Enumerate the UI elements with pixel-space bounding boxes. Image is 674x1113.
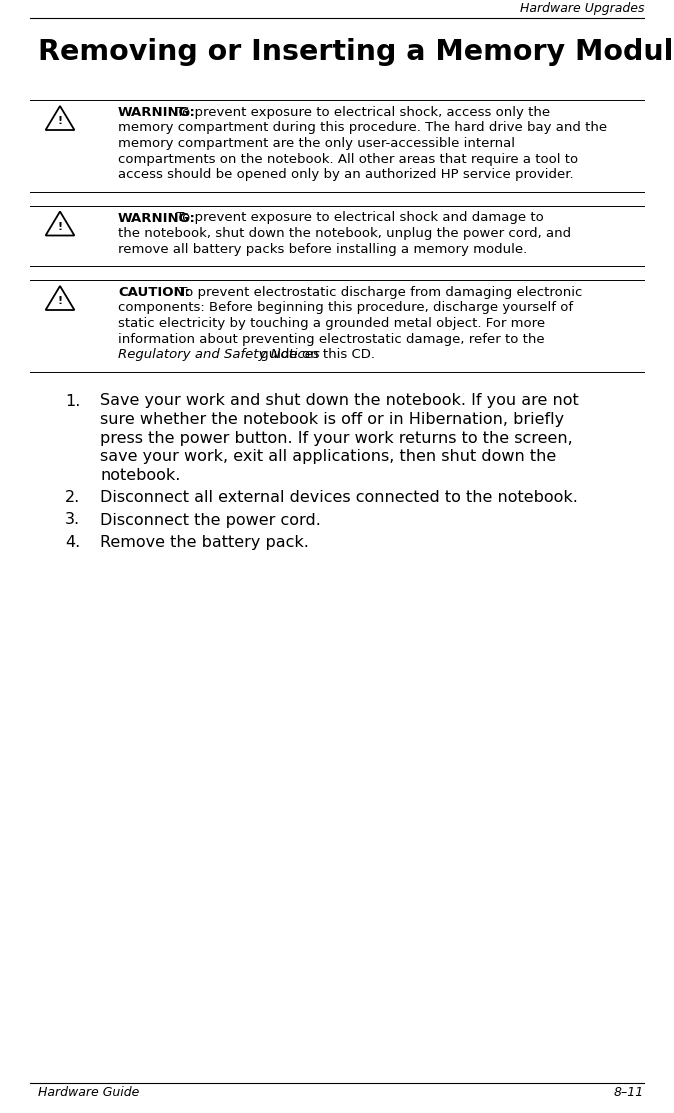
Text: memory compartment during this procedure. The hard drive bay and the: memory compartment during this procedure… bbox=[118, 121, 607, 135]
Text: 4.: 4. bbox=[65, 535, 80, 550]
Text: the notebook, shut down the notebook, unplug the power cord, and: the notebook, shut down the notebook, un… bbox=[118, 227, 571, 240]
Text: sure whether the notebook is off or in Hibernation, briefly: sure whether the notebook is off or in H… bbox=[100, 412, 564, 427]
Text: To prevent exposure to electrical shock, access only the: To prevent exposure to electrical shock,… bbox=[172, 106, 550, 119]
Text: WARNING:: WARNING: bbox=[118, 106, 196, 119]
Text: memory compartment are the only user-accessible internal: memory compartment are the only user-acc… bbox=[118, 137, 515, 150]
Text: Disconnect all external devices connected to the notebook.: Disconnect all external devices connecte… bbox=[100, 490, 578, 505]
Text: !: ! bbox=[57, 221, 63, 232]
Text: Hardware Guide: Hardware Guide bbox=[38, 1086, 140, 1099]
Text: information about preventing electrostatic damage, refer to the: information about preventing electrostat… bbox=[118, 333, 545, 345]
Text: Removing or Inserting a Memory Module: Removing or Inserting a Memory Module bbox=[38, 38, 674, 66]
Text: To prevent exposure to electrical shock and damage to: To prevent exposure to electrical shock … bbox=[172, 211, 544, 225]
Text: !: ! bbox=[57, 116, 63, 126]
Text: remove all battery packs before installing a memory module.: remove all battery packs before installi… bbox=[118, 243, 527, 256]
Text: Regulatory and Safety Notices: Regulatory and Safety Notices bbox=[118, 348, 319, 361]
Text: compartments on the notebook. All other areas that require a tool to: compartments on the notebook. All other … bbox=[118, 152, 578, 166]
Text: press the power button. If your work returns to the screen,: press the power button. If your work ret… bbox=[100, 431, 573, 445]
Text: Hardware Upgrades: Hardware Upgrades bbox=[520, 2, 644, 14]
Text: save your work, exit all applications, then shut down the: save your work, exit all applications, t… bbox=[100, 449, 556, 464]
Text: 3.: 3. bbox=[65, 512, 80, 528]
Text: 8–11: 8–11 bbox=[614, 1086, 644, 1099]
Text: components: Before beginning this procedure, discharge yourself of: components: Before beginning this proced… bbox=[118, 302, 573, 315]
Text: 2.: 2. bbox=[65, 490, 80, 505]
Text: Save your work and shut down the notebook. If you are not: Save your work and shut down the noteboo… bbox=[100, 394, 579, 408]
Text: CAUTION:: CAUTION: bbox=[118, 286, 190, 299]
Text: !: ! bbox=[57, 296, 63, 306]
Text: To prevent electrostatic discharge from damaging electronic: To prevent electrostatic discharge from … bbox=[175, 286, 582, 299]
Text: static electricity by touching a grounded metal object. For more: static electricity by touching a grounde… bbox=[118, 317, 545, 329]
Text: access should be opened only by an authorized HP service provider.: access should be opened only by an autho… bbox=[118, 168, 574, 181]
Text: 1.: 1. bbox=[65, 394, 80, 408]
Text: Disconnect the power cord.: Disconnect the power cord. bbox=[100, 512, 321, 528]
Text: WARNING:: WARNING: bbox=[118, 211, 196, 225]
Text: guide on this CD.: guide on this CD. bbox=[256, 348, 375, 361]
Text: Remove the battery pack.: Remove the battery pack. bbox=[100, 535, 309, 550]
Text: notebook.: notebook. bbox=[100, 467, 181, 483]
